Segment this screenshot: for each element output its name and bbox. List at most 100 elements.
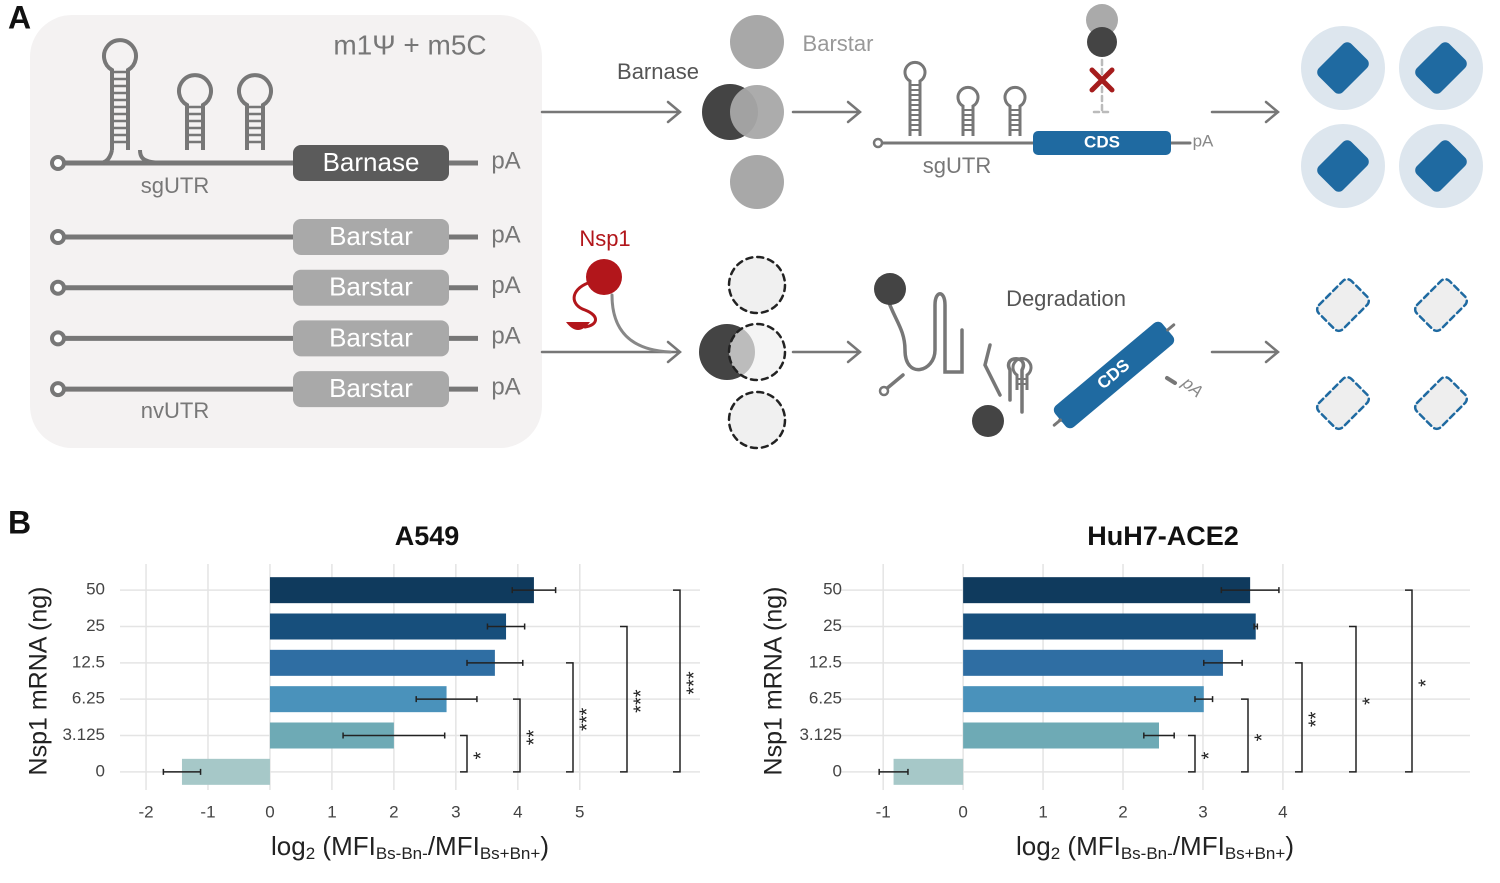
stem-loop — [903, 60, 927, 136]
x-axis-label: log2 (MFIBs-Bn-/MFIBs+Bn+) — [1016, 831, 1294, 864]
diagram: A m1Ψ + m5C sgUTR nvUTR Barnase Barstar … — [8, 0, 1483, 540]
cell-signal — [1317, 42, 1369, 94]
barnase-protein — [874, 273, 906, 305]
gene-label: Barstar — [329, 373, 413, 403]
bar — [269, 577, 534, 604]
significance-bracket — [513, 698, 521, 773]
y-tick-label: 3.125 — [799, 725, 842, 744]
y-axis-label: Nsp1 mRNA (ng) — [25, 587, 53, 776]
y-tick-label: 0 — [96, 761, 105, 780]
stem-loop — [956, 85, 980, 136]
chart: -1 0 1 2 3 4502512.56.253.1250******HuH7-ACE2… — [760, 521, 1470, 863]
x-tick-label: 3 — [1198, 802, 1207, 821]
significance-bracket — [1188, 734, 1196, 773]
nsp1-label: Nsp1 — [579, 226, 630, 251]
x-tick-label: 1 — [327, 802, 336, 821]
stem-loop — [237, 73, 273, 150]
barnase-protein — [972, 405, 1004, 437]
chart-title: HuH7-ACE2 — [1087, 521, 1239, 551]
x-axis-label-subscript: Bs+Bn+ — [480, 844, 541, 863]
x-axis-label-part: (MFI — [1060, 831, 1121, 861]
bar — [269, 613, 507, 640]
x-axis-label-subscript: 2 — [1051, 844, 1060, 863]
degraded-barstar — [727, 322, 787, 382]
protein-label: Barstar — [803, 31, 874, 56]
significance-bracket — [620, 625, 628, 773]
x-tick-label: 5 — [575, 802, 584, 821]
error-bar — [1203, 659, 1243, 666]
arrow-label: Barnase — [617, 59, 699, 84]
significance-label: *** — [630, 689, 652, 713]
y-tick-label: 25 — [86, 616, 105, 635]
error-bar — [1253, 623, 1259, 630]
pa-label: pA — [491, 147, 520, 174]
gene-box — [293, 371, 449, 408]
x-tick-label: -1 — [200, 802, 215, 821]
error-bar — [878, 768, 909, 775]
y-tick-label: 3.125 — [62, 725, 105, 744]
gene-label: Barstar — [329, 322, 413, 352]
cap — [50, 330, 66, 347]
x-tick-label: 3 — [451, 802, 460, 821]
x-tick-label: 0 — [265, 802, 274, 821]
x-tick-label: 4 — [513, 802, 522, 821]
significance-label: *** — [683, 671, 705, 695]
stem-loop — [177, 73, 213, 150]
y-axis-label: Nsp1 mRNA (ng) — [760, 587, 788, 776]
barstar-protein — [730, 85, 784, 139]
gene-label: Barstar — [329, 272, 413, 302]
x-axis-label-subscript: 2 — [306, 844, 315, 863]
x-axis-label-subscript: Bs-Bn- — [1121, 844, 1173, 863]
gene-label: Barnase — [323, 147, 420, 177]
x-tick-label: 4 — [1278, 802, 1287, 821]
y-tick-label: 6.25 — [809, 689, 842, 708]
significance-label: * — [1359, 697, 1381, 705]
nsp1-protein — [586, 259, 622, 295]
cap — [50, 381, 66, 398]
construct-box — [30, 15, 542, 448]
x-axis-label-part: log — [1016, 831, 1051, 861]
degraded-barstar — [727, 390, 787, 450]
error-bar — [466, 659, 524, 666]
inhibition — [1092, 58, 1112, 114]
y-tick-label: 12.5 — [809, 652, 842, 671]
bar — [963, 649, 1223, 676]
utr-label: sgUTR — [141, 173, 209, 198]
pa-label: pA — [491, 323, 520, 350]
error-bar — [511, 587, 557, 594]
x-axis-label: log2 (MFIBs-Bn-/MFIBs+Bn+) — [271, 831, 549, 864]
stem-loop — [1003, 85, 1027, 136]
gene-box — [293, 320, 449, 357]
x-axis-label-part: /MFI — [1173, 831, 1225, 861]
arrows — [540, 100, 1280, 364]
barstar-protein — [730, 155, 784, 209]
cds-label: CDS — [1084, 132, 1120, 151]
significance-label: *** — [576, 707, 598, 731]
x-tick-label: 2 — [1118, 802, 1127, 821]
x-axis-label-part: /MFI — [428, 831, 480, 861]
stem-loop — [102, 38, 138, 150]
significance-label: * — [470, 752, 492, 760]
y-tick-label: 50 — [823, 580, 842, 599]
x-tick-label: 0 — [958, 802, 967, 821]
barstar-protein — [730, 15, 784, 69]
pa-label: pA — [491, 272, 520, 299]
x-axis-label-part: (MFI — [315, 831, 376, 861]
cell-signal-lost — [1413, 375, 1469, 431]
cds-box — [1053, 321, 1175, 429]
x-axis-label-part: log — [271, 831, 306, 861]
cell-signal-lost — [1315, 277, 1371, 333]
significance-label: * — [1251, 733, 1273, 741]
significance-label: * — [1198, 752, 1220, 760]
cell-signal — [1415, 140, 1467, 192]
significance-bracket — [566, 662, 574, 773]
cds-box — [1033, 131, 1171, 155]
barstar-protein — [1086, 4, 1118, 36]
barnase-protein — [1087, 27, 1117, 57]
significance-bracket — [1349, 625, 1357, 773]
block-mark — [1089, 67, 1115, 93]
panel-label: A — [8, 0, 31, 35]
cap — [872, 137, 884, 149]
error-bar — [1194, 696, 1214, 703]
